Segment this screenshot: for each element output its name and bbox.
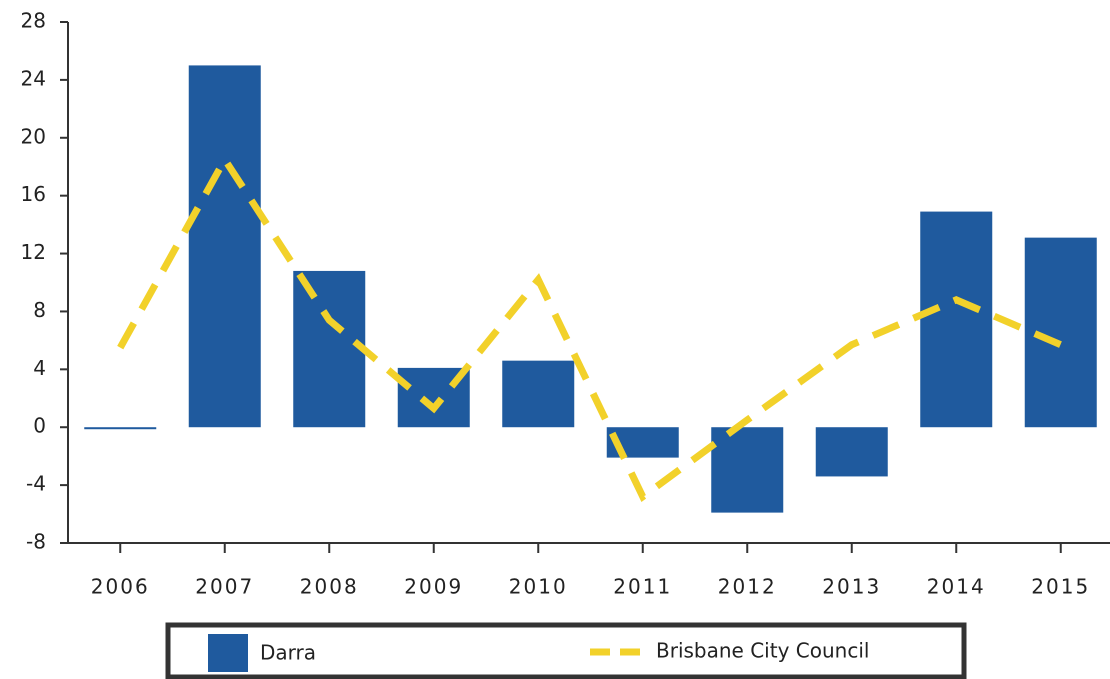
- bar: [711, 427, 784, 513]
- x-tick-label: 2010: [509, 575, 568, 599]
- x-tick-label: 2013: [822, 575, 881, 599]
- bar: [815, 427, 888, 477]
- y-tick-label: 16: [21, 182, 46, 206]
- bar: [920, 211, 993, 428]
- y-tick-label: 4: [33, 356, 46, 380]
- x-tick-label: 2014: [927, 575, 986, 599]
- bar: [188, 65, 261, 428]
- legend-label: Brisbane City Council: [656, 639, 869, 663]
- line: [117, 152, 1063, 503]
- y-tick-label: 8: [33, 298, 46, 322]
- x-tick-label: 2009: [404, 575, 463, 599]
- x-tick-label: 2008: [300, 575, 359, 599]
- y-tick-label: 0: [33, 414, 46, 438]
- x-tick-label: 2012: [718, 575, 777, 599]
- y-tick-label: -8: [26, 530, 46, 554]
- y-tick-label: 12: [21, 240, 46, 264]
- x-tick-label: 2006: [91, 575, 150, 599]
- y-tick-label: 24: [21, 66, 46, 90]
- legend-swatch: [208, 634, 248, 672]
- y-tick-label: 28: [21, 9, 46, 33]
- legend-box: [165, 622, 967, 679]
- x-tick-label: 2007: [195, 575, 254, 599]
- y-tick-label: 20: [21, 124, 46, 148]
- bar: [84, 427, 157, 430]
- x-tick-label: 2015: [1031, 575, 1090, 599]
- x-tick-label: 2011: [613, 575, 672, 599]
- y-tick-label: -4: [26, 472, 46, 496]
- bar: [502, 360, 575, 428]
- bar: [293, 270, 366, 428]
- legend-label: Darra: [260, 641, 316, 665]
